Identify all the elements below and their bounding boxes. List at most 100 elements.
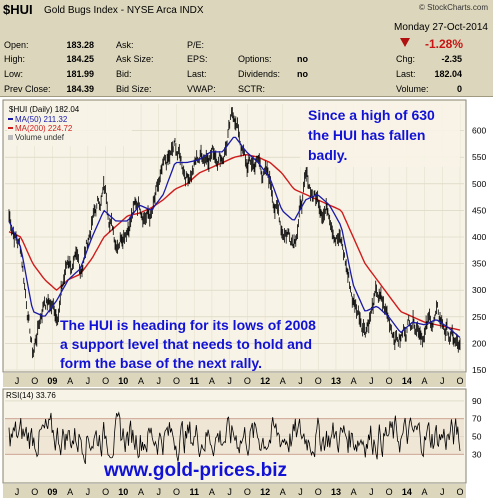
quote-label: SCTR: xyxy=(238,84,265,94)
x-tick-label: A xyxy=(280,487,286,497)
legend-price: $HUI (Daily) 182.04 xyxy=(9,105,80,114)
y-tick-label: 450 xyxy=(472,205,486,215)
x-tick-label: A xyxy=(209,487,215,497)
x-tick-label: 10 xyxy=(118,487,128,497)
x-tick-label: J xyxy=(369,487,374,497)
rsi-tick-label: 30 xyxy=(472,449,482,459)
symbol: $HUI xyxy=(3,2,33,17)
x-tick-label: A xyxy=(351,376,357,386)
quote-value: 184.25 xyxy=(66,54,94,64)
rsi-tick-label: 90 xyxy=(472,396,482,406)
summary-label: Volume: xyxy=(396,84,429,94)
x-tick-label: 12 xyxy=(260,376,270,386)
quote-label: High: xyxy=(4,54,25,64)
x-tick-label: O xyxy=(31,487,38,497)
x-tick-label: A xyxy=(67,376,73,386)
quote-label: EPS: xyxy=(187,54,208,64)
summary-label: Last: xyxy=(396,69,416,79)
x-tick-label: O xyxy=(102,487,109,497)
x-tick-label: J xyxy=(15,487,20,497)
x-tick-label: J xyxy=(15,376,20,386)
x-axis-strip xyxy=(3,373,466,387)
x-tick-label: O xyxy=(31,376,38,386)
y-tick-label: 250 xyxy=(472,312,486,322)
x-tick-label: J xyxy=(157,487,162,497)
x-tick-label: A xyxy=(422,376,428,386)
x-tick-label: A xyxy=(422,487,428,497)
ma50-series xyxy=(8,136,461,339)
y-tick-label: 300 xyxy=(472,285,486,295)
x-tick-label: J xyxy=(298,487,303,497)
x-tick-label: O xyxy=(456,487,463,497)
y-tick-label: 200 xyxy=(472,338,486,348)
index-name: Gold Bugs Index - NYSE Arca INDX xyxy=(44,5,204,16)
summary-label: Chg: xyxy=(396,54,415,64)
x-tick-label: 13 xyxy=(331,376,341,386)
x-tick-label: 14 xyxy=(402,487,412,497)
rsi-series xyxy=(8,411,461,465)
legend-volume: Volume undef xyxy=(15,133,65,142)
x-tick-label: J xyxy=(86,376,91,386)
annotation-line: the HUI has fallen xyxy=(308,127,425,143)
x-tick-label: O xyxy=(315,376,322,386)
quote-label: Ask: xyxy=(116,40,134,50)
y-tick-label: 400 xyxy=(472,232,486,242)
y-tick-label: 600 xyxy=(472,126,486,136)
x-tick-label: 11 xyxy=(189,487,199,497)
quote-value: 183.28 xyxy=(66,40,94,50)
quote-label: Open: xyxy=(4,40,29,50)
price-x-axis: J O 09 A J O 10 A J O 11 A J O 12 A J O 13 A J O 14 A J O xyxy=(15,376,464,386)
rsi-tick-label: 70 xyxy=(472,414,482,424)
x-tick-label: 09 xyxy=(47,376,57,386)
legend-ma200: MA(200) 224.72 xyxy=(15,124,73,133)
x-tick-label: 12 xyxy=(260,487,270,497)
change-percent: -1.28% xyxy=(425,37,463,51)
quote-value: no xyxy=(297,69,308,79)
quote-label: VWAP: xyxy=(187,84,216,94)
x-tick-label: J xyxy=(157,376,162,386)
price-y-axis: 150 200 250 300 350 400 450 500 550 600 xyxy=(472,126,486,375)
x-tick-label: O xyxy=(386,376,393,386)
x-tick-label: 09 xyxy=(47,487,57,497)
legend-ma50: MA(50) 211.32 xyxy=(15,115,68,124)
quote-summary: Chg: -2.35 Last: 182.04 Volume: 0 xyxy=(396,54,462,94)
ma200-series xyxy=(8,154,461,331)
x-tick-label: A xyxy=(351,487,357,497)
rsi-label: RSI(14) 33.76 xyxy=(6,391,56,400)
annotation-line: badly. xyxy=(308,147,347,163)
down-arrow-icon xyxy=(400,38,410,47)
rsi-tick-label: 50 xyxy=(472,432,482,442)
quote-label: Bid: xyxy=(116,69,132,79)
x-tick-label: O xyxy=(173,376,180,386)
x-tick-label: 14 xyxy=(402,376,412,386)
x-tick-label: O xyxy=(456,376,463,386)
price-bars xyxy=(8,107,461,359)
x-tick-label: A xyxy=(138,487,144,497)
quote-label: Bid Size: xyxy=(116,84,152,94)
x-tick-label: 10 xyxy=(118,376,128,386)
stockcharts-credit: © StockCharts.com xyxy=(419,3,488,12)
x-tick-label: J xyxy=(440,376,445,386)
quote-table: Open: 183.28 Ask: P/E: High: 184.25 Ask Size: E… xyxy=(4,40,308,94)
quote-value: 181.99 xyxy=(66,69,94,79)
annotation-line: form the base of the next rally. xyxy=(60,355,262,371)
x-tick-label: 13 xyxy=(331,487,341,497)
y-tick-label: 500 xyxy=(472,179,486,189)
rsi-x-axis: J O 09 A J O 10 A J O 11 A J O 12 A J O 13 A J O 14 A J O xyxy=(15,487,464,497)
x-tick-label: J xyxy=(440,487,445,497)
quote-value: 184.39 xyxy=(66,84,94,94)
x-tick-label: 11 xyxy=(189,376,199,386)
x-tick-label: O xyxy=(244,487,251,497)
annotation-top-right: Since a high of 630 the HUI has fallen b… xyxy=(300,103,460,167)
ma200-line xyxy=(8,154,461,331)
quote-label: P/E: xyxy=(187,40,204,50)
annotation-line: a support level that needs to hold and xyxy=(60,336,312,352)
x-tick-label: O xyxy=(315,487,322,497)
quote-label: Options: xyxy=(238,54,272,64)
quote-date: Monday 27-Oct-2014 xyxy=(394,22,488,33)
summary-value: -2.35 xyxy=(441,54,462,64)
y-tick-label: 550 xyxy=(472,152,486,162)
x-tick-label: A xyxy=(138,376,144,386)
